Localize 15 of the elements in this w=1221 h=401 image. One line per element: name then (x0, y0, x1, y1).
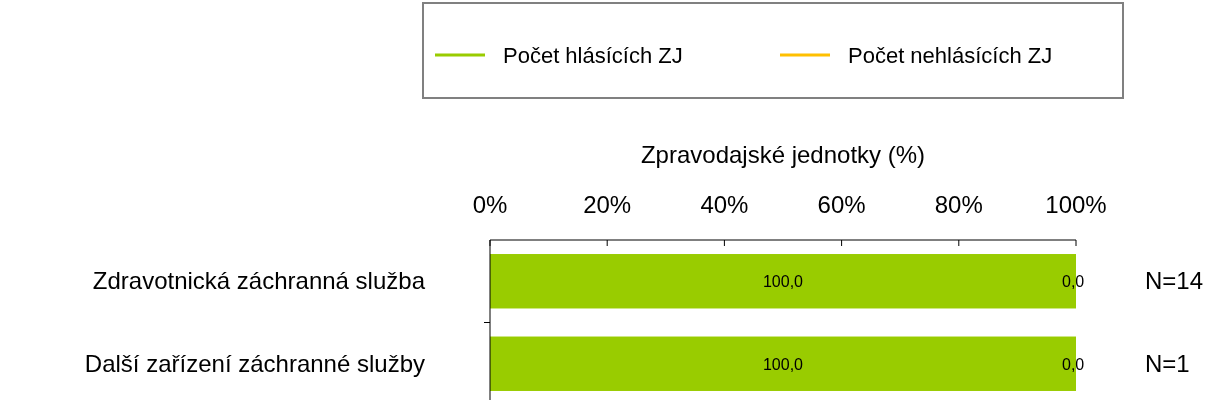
data-label: 100,0 (762, 273, 804, 291)
x-tick-label: 20% (583, 191, 632, 218)
legend-label: Počet hlásících ZJ (503, 43, 683, 68)
x-axis-title: Zpravodajské jednotky (%) (640, 141, 926, 168)
text: N=14 (1145, 267, 1204, 295)
x-tick-label: 60% (817, 191, 866, 218)
legend-label: Počet nehlásících ZJ (848, 43, 1053, 68)
y-tick-label: Další zařízení záchranné služby (84, 349, 425, 377)
x-tick-label: 0% (472, 191, 508, 218)
y-tick-label: Zdravotnická záchranná služba (92, 267, 426, 295)
x-tick-label: 40% (700, 191, 749, 218)
x-tick-label: 80% (934, 191, 983, 218)
x-tick-label: 100% (1045, 191, 1107, 218)
text: N=1 (1145, 349, 1190, 377)
data-label: 100,0 (762, 355, 804, 373)
